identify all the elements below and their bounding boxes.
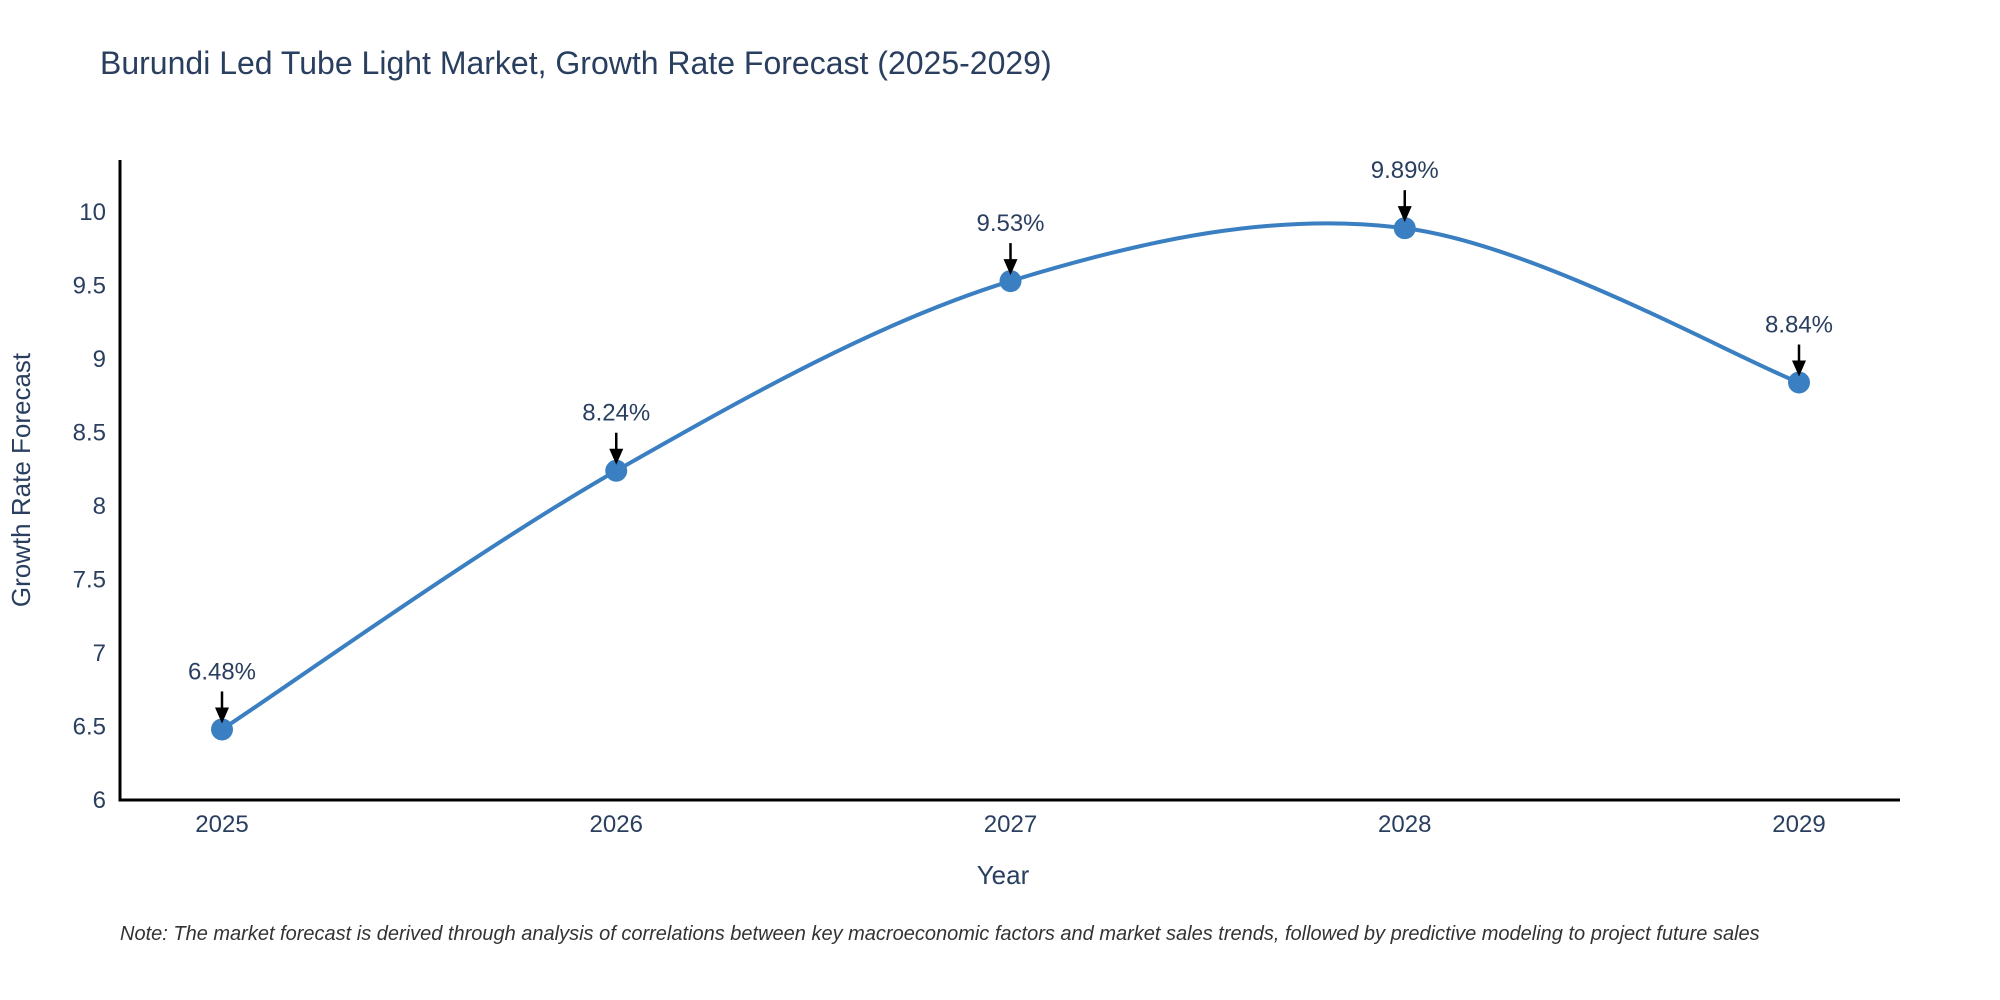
y-tick-label: 8: [93, 493, 106, 520]
data-point-marker: [211, 718, 233, 741]
annotation-label: 8.24%: [582, 400, 650, 427]
x-tick-label: 2028: [1378, 811, 1431, 838]
annotation-label: 8.84%: [1765, 312, 1833, 339]
annotation-label: 9.53%: [976, 210, 1044, 237]
x-tick-label: 2029: [1772, 811, 1825, 838]
plot-layer: 6 6.5 7 7.5 8 8.5 9 9.5 10 2025 2026 2027 2028 2029 6.…: [73, 157, 1900, 838]
y-tick-label: 7: [93, 640, 106, 667]
x-tick-label: 2026: [590, 811, 643, 838]
x-tick-label: 2025: [195, 811, 248, 838]
data-point-marker: [605, 459, 628, 482]
y-tick-label: 8.5: [73, 420, 106, 447]
y-tick-label: 6: [93, 787, 106, 814]
x-axis-title: Year: [977, 860, 1030, 890]
y-tick-label: 9: [93, 346, 106, 373]
annotation-label: 6.48%: [188, 658, 256, 685]
annotation-arrowhead-icon: [215, 707, 229, 724]
chart-title: Burundi Led Tube Light Market, Growth Ra…: [100, 45, 1052, 81]
y-tick-label: 9.5: [73, 273, 106, 300]
x-tick-label: 2027: [984, 811, 1037, 838]
annotation-arrowhead-icon: [609, 448, 624, 465]
y-tick-label: 10: [79, 199, 106, 226]
data-point-marker: [999, 270, 1022, 293]
y-tick-label: 7.5: [73, 567, 106, 594]
annotation-arrowhead-icon: [1397, 206, 1412, 223]
y-axis-title: Growth Rate Forecast: [6, 352, 36, 607]
y-tick-label: 6.5: [73, 714, 106, 741]
annotation-arrowhead-icon: [1003, 259, 1018, 276]
annotation-label: 9.89%: [1371, 157, 1439, 184]
series-line: [220, 221, 1801, 732]
data-point-marker: [1393, 217, 1416, 240]
annotation-arrowhead-icon: [1792, 360, 1806, 377]
data-point-marker: [1788, 371, 1810, 394]
footnote: Note: The market forecast is derived thr…: [120, 923, 1760, 945]
